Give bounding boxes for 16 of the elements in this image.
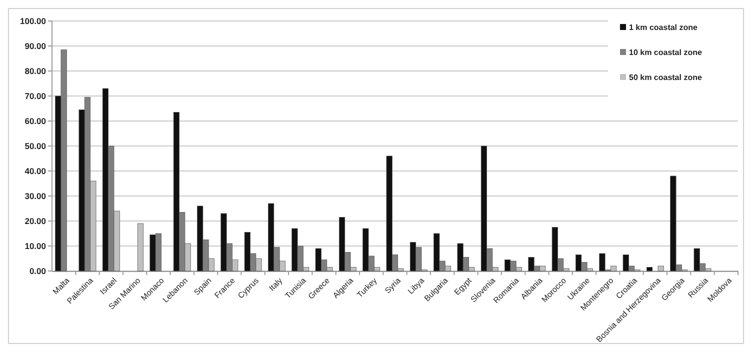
y-tick-label: 40.00 (24, 166, 46, 176)
y-tick-label: 30.00 (24, 190, 46, 201)
legend-label: 10 km coastal zone (629, 48, 702, 57)
legend-label: 1 km coastal zone (629, 22, 698, 32)
y-tick-label: 100.00 (20, 16, 46, 26)
y-tick-label: 20.00 (24, 216, 46, 226)
y-tick-label: 90.00 (24, 40, 46, 51)
y-tick-label: 50.00 (24, 140, 46, 151)
legend-label: 50 km coastal zone (629, 72, 702, 82)
y-tick-label: 0.00 (29, 266, 46, 276)
y-tick-label: 80.00 (24, 66, 46, 76)
y-tick-label: 60.00 (24, 116, 46, 126)
y-tick-label: 70.00 (24, 90, 46, 101)
y-tick-label: 10.00 (24, 240, 46, 251)
bar (646, 267, 653, 272)
x-tick-label: Italy (267, 276, 284, 293)
